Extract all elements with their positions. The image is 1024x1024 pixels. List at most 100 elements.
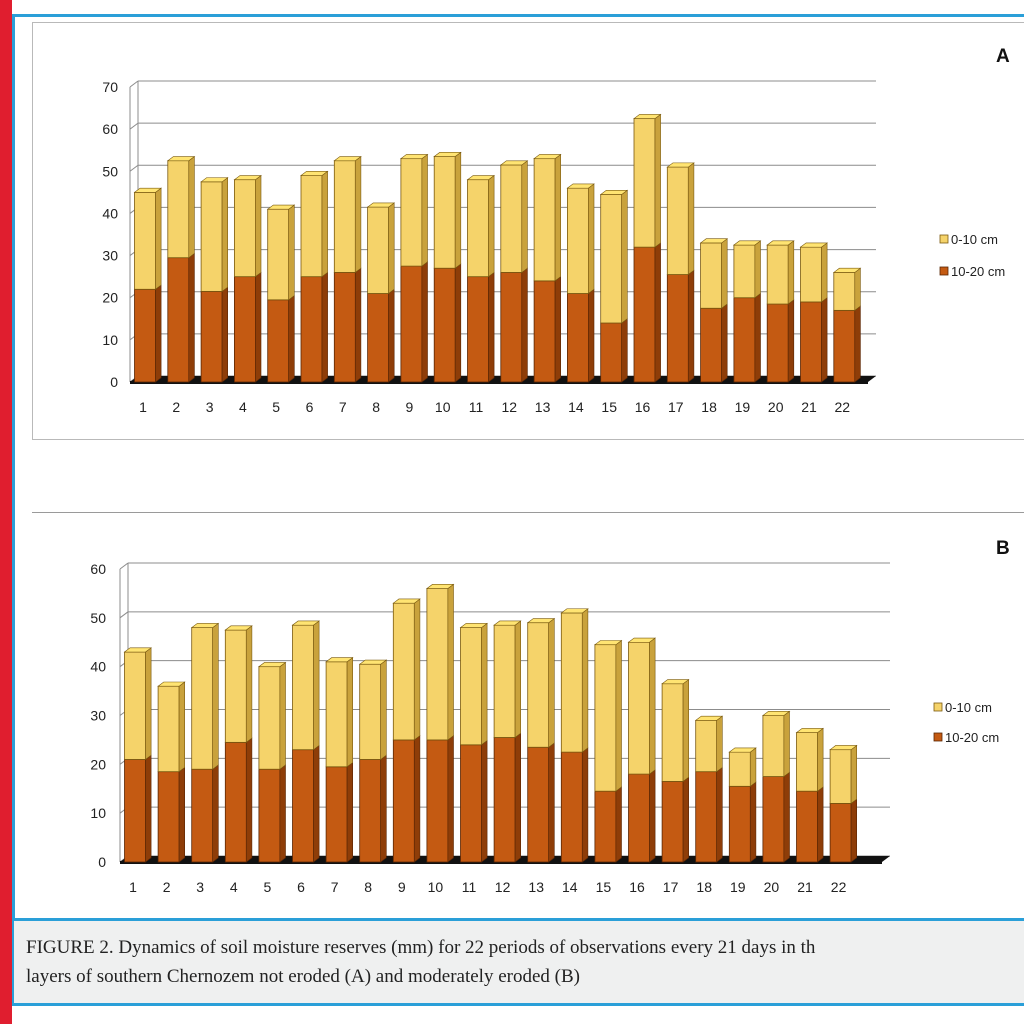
legend-swatch-0-10cm bbox=[933, 702, 943, 712]
bar-segment-0-10cm bbox=[733, 244, 756, 299]
bar-segment-0-10cm bbox=[157, 685, 180, 773]
bar-segment-10-20cm bbox=[594, 790, 617, 863]
bar-top-0-10cm bbox=[762, 710, 791, 716]
bar-stack bbox=[829, 744, 858, 863]
bar-stack bbox=[526, 617, 556, 863]
bar-stack bbox=[392, 598, 421, 863]
frame-border-left bbox=[12, 14, 15, 1006]
bar-segment-10-20cm bbox=[267, 299, 290, 383]
bar-stack bbox=[832, 267, 862, 383]
bar-side-0-10cm bbox=[581, 608, 589, 753]
bar-stack bbox=[627, 637, 656, 863]
caption-line-1: FIGURE 2. Dynamics of soil moisture rese… bbox=[26, 937, 816, 958]
bar-top-0-10cm bbox=[829, 745, 858, 750]
caption-line-2: layers of southern Chernozem not eroded … bbox=[26, 966, 580, 987]
bar-segment-10-20cm bbox=[325, 766, 348, 863]
bar-segment-10-20cm bbox=[258, 768, 281, 863]
x-tick-label: 7 bbox=[331, 879, 339, 895]
x-tick-label: 10 bbox=[435, 399, 451, 415]
bar-side-0-10cm bbox=[388, 202, 395, 295]
y-tick-label: 60 bbox=[90, 561, 106, 577]
bar-segment-0-10cm bbox=[359, 663, 382, 760]
bar-segment-10-20cm bbox=[367, 293, 390, 383]
bar-side-0-10cm bbox=[145, 647, 152, 761]
bar-segment-10-20cm bbox=[560, 751, 583, 863]
x-tick-label: 21 bbox=[797, 879, 813, 895]
x-tick-label: 16 bbox=[635, 399, 651, 415]
bar-segment-10-20cm bbox=[233, 276, 256, 383]
bar-side-0-10cm bbox=[621, 189, 628, 324]
x-tick-label: 14 bbox=[562, 879, 578, 895]
bar-top-0-10cm bbox=[533, 154, 562, 159]
bar-stack bbox=[766, 240, 795, 383]
bar-side-0-10cm bbox=[548, 617, 555, 748]
bar-stack bbox=[799, 242, 828, 383]
y-tick-label: 20 bbox=[102, 290, 118, 306]
legend: 0-10 cm 10-20 cm bbox=[933, 700, 999, 745]
bar-side-0-10cm bbox=[246, 625, 253, 743]
x-tick-label: 6 bbox=[306, 399, 314, 415]
bar-stack bbox=[666, 162, 695, 383]
bar-side-10-20cm bbox=[321, 271, 328, 383]
bar-top-0-10cm bbox=[832, 267, 862, 273]
bar-side-10-20cm bbox=[178, 766, 185, 863]
bar-side-10-20cm bbox=[615, 786, 622, 863]
bar-side-0-10cm bbox=[454, 151, 462, 269]
bar-segment-0-10cm bbox=[829, 749, 852, 804]
bar-side-10-20cm bbox=[649, 769, 656, 863]
bar-side-0-10cm bbox=[421, 153, 428, 267]
x-tick-label: 5 bbox=[272, 399, 280, 415]
bar-stack bbox=[493, 620, 522, 863]
bar-stack bbox=[762, 710, 791, 863]
legend-swatch-0-10cm bbox=[939, 234, 949, 244]
bar-side-10-20cm bbox=[212, 764, 219, 863]
bar-stack bbox=[795, 727, 824, 863]
y-tick-label: 30 bbox=[102, 248, 118, 264]
bar-segment-0-10cm bbox=[728, 751, 751, 787]
bar-segment-0-10cm bbox=[796, 732, 818, 792]
bar-segment-0-10cm bbox=[233, 179, 256, 278]
bar-stack bbox=[728, 747, 757, 863]
legend-swatch-10-20cm bbox=[939, 266, 949, 276]
x-tick-label: 15 bbox=[601, 399, 617, 415]
bar-top-0-10cm bbox=[499, 160, 529, 166]
x-tick-label: 2 bbox=[163, 879, 171, 895]
x-tick-label: 11 bbox=[469, 399, 484, 415]
x-tick-label: 5 bbox=[264, 879, 272, 895]
bar-side-10-20cm bbox=[548, 742, 555, 863]
bar-top-0-10cm bbox=[200, 177, 229, 183]
bar-side-10-20cm bbox=[821, 297, 828, 383]
bar-stack bbox=[224, 625, 253, 863]
bar-side-0-10cm bbox=[255, 174, 262, 278]
bar-top-0-10cm bbox=[560, 608, 589, 614]
bar-side-10-20cm bbox=[854, 305, 861, 383]
bar-top-0-10cm bbox=[333, 156, 362, 162]
bar-stack bbox=[599, 189, 629, 383]
bar-side-10-20cm bbox=[288, 295, 295, 383]
y-tick-label: 50 bbox=[90, 610, 106, 626]
bar-top-0-10cm bbox=[233, 175, 262, 181]
bar-side-10-20cm bbox=[654, 242, 661, 383]
bar-top-0-10cm bbox=[358, 659, 388, 665]
bar-segment-0-10cm bbox=[600, 194, 623, 324]
bar-top-0-10cm bbox=[257, 662, 287, 667]
bar-segment-10-20cm bbox=[124, 759, 146, 863]
bar-top-0-10cm bbox=[459, 623, 489, 628]
y-tick-label: 10 bbox=[90, 805, 106, 821]
bar-stack bbox=[466, 174, 496, 383]
bar-stack bbox=[133, 187, 163, 383]
bar-segment-0-10cm bbox=[594, 644, 617, 792]
bar-segment-0-10cm bbox=[426, 588, 449, 741]
bar-segment-10-20cm bbox=[700, 307, 722, 383]
bar-side-10-20cm bbox=[388, 288, 395, 383]
bar-stack bbox=[594, 639, 623, 863]
x-tick-label: 11 bbox=[462, 879, 477, 895]
bar-top-0-10cm bbox=[224, 625, 253, 631]
bar-stack bbox=[358, 659, 388, 863]
bar-side-0-10cm bbox=[279, 661, 286, 770]
y-tick-label: 20 bbox=[90, 756, 106, 772]
bar-side-10-20cm bbox=[221, 286, 228, 383]
bar-top-0-10cm bbox=[728, 747, 757, 753]
x-tick-label: 19 bbox=[730, 879, 746, 895]
